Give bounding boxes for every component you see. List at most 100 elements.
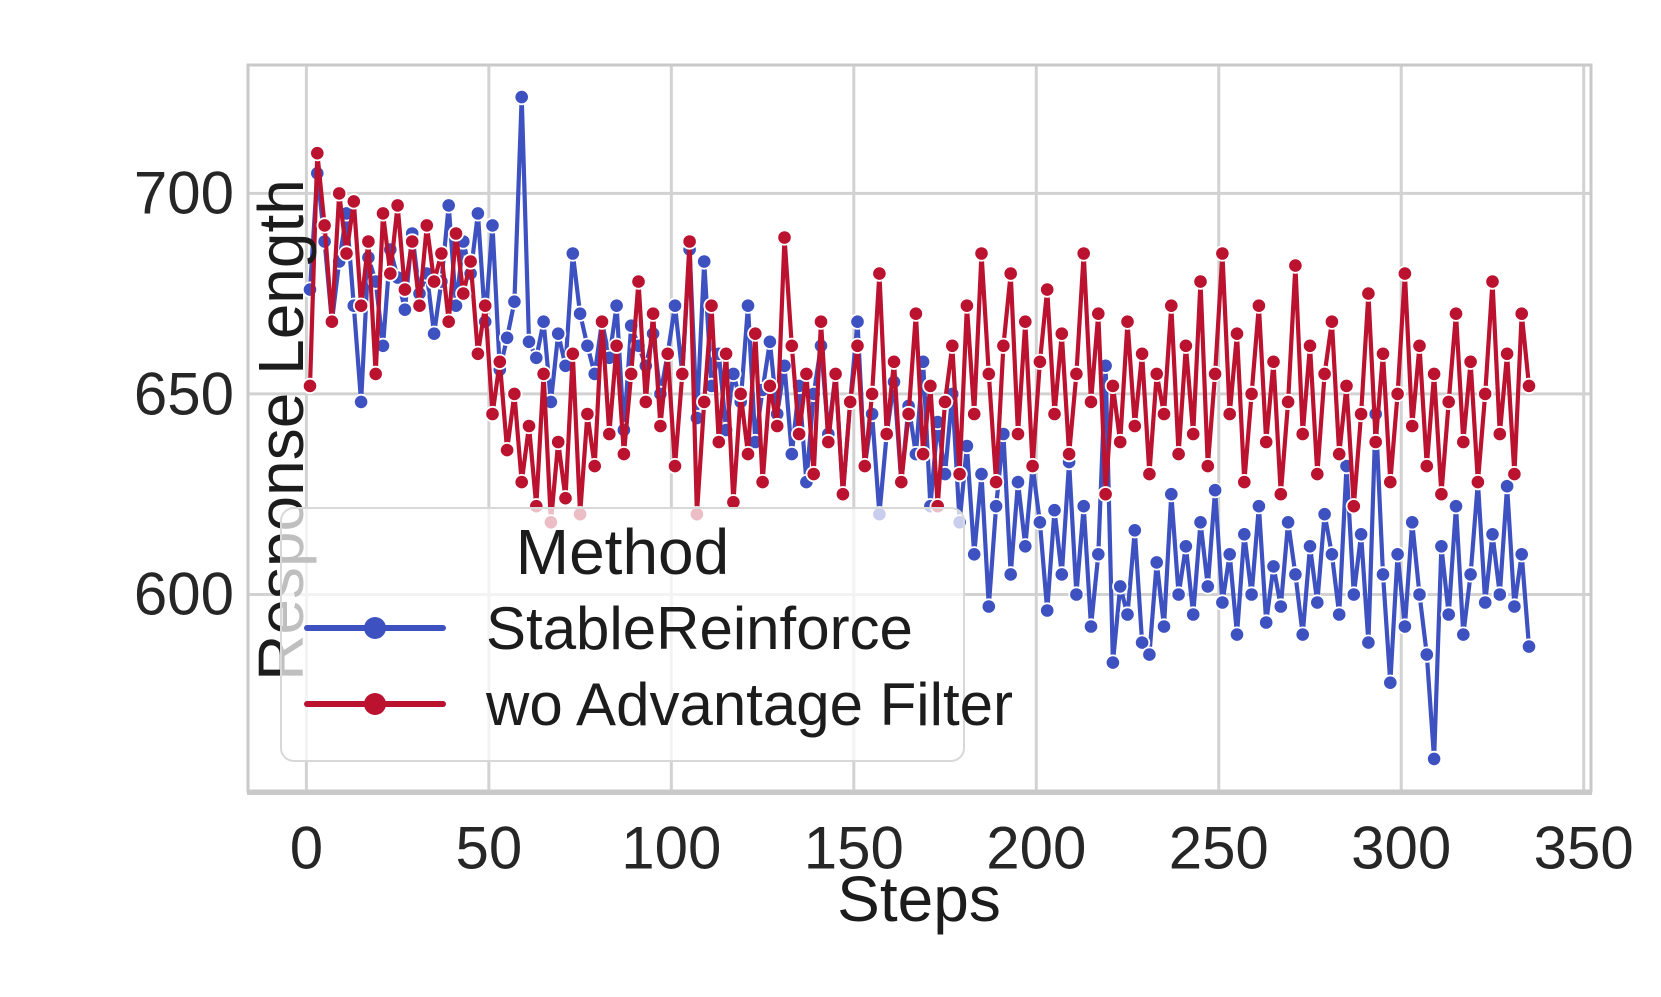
data-point-wo-advantage-filter (1389, 385, 1406, 402)
data-point-wo-advantage-filter (849, 337, 866, 354)
data-point-stablereinforce (1418, 646, 1435, 663)
data-point-wo-advantage-filter (601, 425, 618, 443)
data-point-stablereinforce (506, 293, 523, 310)
data-point-wo-advantage-filter (491, 353, 508, 370)
data-point-wo-advantage-filter (1075, 245, 1092, 262)
data-point-wo-advantage-filter (980, 365, 997, 382)
data-point-stablereinforce (1046, 502, 1063, 519)
data-point-stablereinforce (1345, 586, 1362, 603)
data-point-wo-advantage-filter (411, 297, 428, 314)
data-point-stablereinforce (1374, 566, 1392, 583)
x-tick-label: 50 (455, 814, 523, 882)
data-point-wo-advantage-filter (1155, 405, 1173, 423)
data-point-wo-advantage-filter (1404, 417, 1421, 435)
data-point-wo-advantage-filter (425, 273, 443, 290)
data-point-stablereinforce (1207, 482, 1224, 499)
data-point-wo-advantage-filter (805, 465, 822, 483)
data-point-stablereinforce (571, 305, 589, 322)
data-point-wo-advantage-filter (1082, 393, 1100, 410)
data-point-wo-advantage-filter (1039, 281, 1056, 298)
x-axis-label: Steps (837, 863, 1001, 935)
x-tick-label: 100 (621, 814, 722, 882)
data-point-wo-advantage-filter (1119, 313, 1136, 330)
data-point-wo-advantage-filter (783, 337, 800, 354)
data-point-wo-advantage-filter (506, 385, 523, 402)
data-point-wo-advantage-filter (995, 337, 1012, 354)
data-point-wo-advantage-filter (1221, 405, 1238, 423)
data-point-wo-advantage-filter (1104, 377, 1122, 394)
data-point-wo-advantage-filter (666, 457, 684, 475)
data-point-stablereinforce (1199, 578, 1216, 595)
data-point-wo-advantage-filter (1243, 385, 1260, 402)
data-point-stablereinforce (1082, 618, 1100, 635)
data-point-stablereinforce (550, 325, 567, 342)
data-point-wo-advantage-filter (1506, 465, 1523, 483)
data-point-wo-advantage-filter (1499, 345, 1516, 362)
data-point-wo-advantage-filter (1112, 433, 1129, 451)
data-point-stablereinforce (469, 205, 486, 222)
data-point-wo-advantage-filter (396, 281, 413, 298)
data-point-wo-advantage-filter (579, 405, 596, 423)
x-tick-label: 250 (1168, 814, 1269, 882)
data-point-stablereinforce (973, 465, 990, 483)
data-point-wo-advantage-filter (462, 253, 479, 270)
data-point-stablereinforce (1404, 514, 1421, 531)
data-point-wo-advantage-filter (856, 457, 873, 475)
data-point-wo-advantage-filter (1455, 433, 1472, 451)
data-point-wo-advantage-filter (790, 425, 808, 443)
data-point-stablereinforce (535, 313, 552, 330)
data-point-wo-advantage-filter (842, 393, 859, 410)
data-point-wo-advantage-filter (1053, 325, 1070, 342)
data-point-wo-advantage-filter (360, 233, 377, 250)
data-point-stablereinforce (783, 445, 800, 463)
data-point-stablereinforce (1396, 618, 1414, 635)
data-point-wo-advantage-filter (1309, 465, 1326, 483)
x-tick-label: 150 (803, 814, 904, 882)
data-point-wo-advantage-filter (1433, 486, 1450, 503)
data-point-wo-advantage-filter (367, 365, 384, 382)
data-point-wo-advantage-filter (1484, 273, 1501, 290)
legend-title: Method (515, 516, 730, 588)
data-point-stablereinforce (1316, 506, 1333, 523)
legend: Method StableReinforce wo Advantage Filt… (280, 507, 1013, 762)
y-tick-label: 700 (133, 159, 234, 227)
data-point-wo-advantage-filter (440, 313, 457, 330)
data-point-stablereinforce (1491, 586, 1508, 603)
data-point-wo-advantage-filter (878, 425, 895, 443)
data-point-wo-advantage-filter (1280, 393, 1297, 410)
data-point-wo-advantage-filter (936, 393, 954, 410)
data-point-stablereinforce (1009, 473, 1027, 491)
data-point-stablereinforce (1499, 478, 1516, 495)
data-point-wo-advantage-filter (1382, 473, 1399, 491)
data-point-wo-advantage-filter (309, 145, 326, 162)
data-point-stablereinforce (1265, 558, 1282, 575)
data-point-wo-advantage-filter (374, 205, 392, 222)
data-point-stablereinforce (1477, 594, 1494, 611)
data-point-stablereinforce (1148, 554, 1165, 571)
data-point-wo-advantage-filter (557, 490, 574, 507)
data-point-stablereinforce (1192, 514, 1209, 531)
data-point-wo-advantage-filter (352, 297, 370, 314)
data-point-wo-advantage-filter (1170, 445, 1187, 463)
data-point-wo-advantage-filter (834, 486, 852, 503)
data-point-wo-advantage-filter (1294, 425, 1311, 443)
data-point-wo-advantage-filter (973, 245, 990, 262)
data-point-stablereinforce (696, 253, 713, 270)
data-point-stablereinforce (849, 313, 866, 330)
data-point-stablereinforce (1134, 634, 1151, 651)
data-point-stablereinforce (1484, 526, 1501, 543)
data-point-wo-advantage-filter (1141, 465, 1158, 483)
data-point-wo-advantage-filter (820, 433, 837, 451)
data-point-stablereinforce (1002, 566, 1019, 583)
data-point-stablereinforce (1017, 538, 1034, 555)
data-point-wo-advantage-filter (871, 265, 888, 282)
data-point-stablereinforce (1236, 526, 1253, 543)
data-point-wo-advantage-filter (331, 185, 348, 202)
data-point-wo-advantage-filter (1192, 273, 1209, 290)
data-point-wo-advantage-filter (1068, 365, 1085, 382)
data-point-wo-advantage-filter (455, 285, 472, 302)
data-point-stablereinforce (1331, 606, 1348, 623)
data-point-stablereinforce (564, 245, 581, 262)
data-point-stablereinforce (440, 197, 457, 214)
